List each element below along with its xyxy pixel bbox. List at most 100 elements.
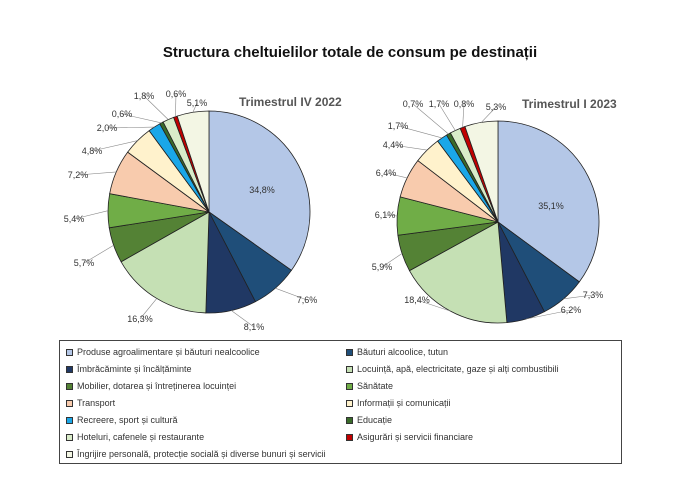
leader-line <box>83 245 114 264</box>
slice-value-label: 1,7% <box>429 99 450 109</box>
legend-label: Îmbrăcăminte și încălțăminte <box>77 364 192 374</box>
slice-value-label: 35,1% <box>538 201 564 211</box>
legend-item: Locuință, apă, electricitate, gaze și al… <box>346 363 559 375</box>
slice-value-label: 7,3% <box>583 290 604 300</box>
slice-value-label: 1,8% <box>134 91 155 101</box>
legend-item: Hoteluri, cafenele și restaurante <box>66 431 204 443</box>
legend-label: Mobilier, dotarea și întreținerea locuin… <box>77 381 237 391</box>
leader-line <box>139 298 158 320</box>
legend-label: Asigurări și servicii financiare <box>357 432 474 442</box>
legend-swatch <box>346 349 353 356</box>
slice-value-label: 4,4% <box>383 140 404 150</box>
legend-item: Mobilier, dotarea și întreținerea locuin… <box>66 380 236 392</box>
leader-line <box>77 171 117 176</box>
pie-chart-1: 34,8% 7,6% 8,1% 16,3% 5,7% 5,4% 7,2% 4,8% 2,0% 0,… <box>64 89 342 332</box>
legend-swatch <box>66 434 73 441</box>
legend-label: Transport <box>77 398 116 408</box>
slice-value-label: 6,4% <box>376 168 397 178</box>
legend-swatch <box>346 383 353 390</box>
legend-item: Transport <box>66 397 115 409</box>
legend-swatch <box>66 417 73 424</box>
leader-line <box>231 310 255 328</box>
legend-item: Asigurări și servicii financiare <box>346 431 473 443</box>
legend-swatch <box>346 400 353 407</box>
leader-line <box>175 93 177 117</box>
legend-swatch <box>346 366 353 373</box>
slice-value-label: 0,6% <box>166 89 187 99</box>
leader-line <box>563 294 594 300</box>
legend-label: Educație <box>357 415 393 425</box>
slice-value-label: 5,7% <box>74 258 95 268</box>
legend-swatch <box>346 434 353 441</box>
leader-line <box>397 125 443 139</box>
legend-label: Băuturi alcoolice, tutun <box>357 347 449 357</box>
slice-value-label: 7,2% <box>68 170 89 180</box>
leader-line <box>438 103 456 131</box>
leader-line <box>412 103 449 135</box>
leader-line <box>384 214 398 217</box>
slice-value-label: 4,8% <box>82 146 103 156</box>
pie-slice <box>208 110 311 271</box>
chart-title: Structura cheltuielilor totale de consum… <box>162 44 538 61</box>
legend-item: Informații și comunicații <box>346 397 451 409</box>
slice-value-label: 0,6% <box>112 109 133 119</box>
slice-value-label: 16,3% <box>127 314 153 324</box>
leader-line <box>275 287 308 301</box>
slice-value-label: 6,1% <box>375 210 396 220</box>
legend-swatch <box>346 417 353 424</box>
leader-line <box>381 253 403 268</box>
slice-value-label: 0,7% <box>403 99 424 109</box>
legend-item: Recreere, sport și cultură <box>66 414 178 426</box>
leader-line <box>121 113 162 124</box>
leader-line <box>73 210 109 220</box>
leader-line <box>192 102 198 113</box>
legend-item: Băuturi alcoolice, tutun <box>346 346 448 358</box>
legend: Produse agroalimentare și băuturi nealco… <box>59 340 622 464</box>
leader-line <box>143 95 169 120</box>
legend-swatch <box>66 366 73 373</box>
slice-value-label: 5,4% <box>64 214 85 224</box>
slice-value-label: 6,2% <box>561 305 582 315</box>
leader-line <box>385 172 408 179</box>
pie-title: Trimestrul I 2023 <box>522 97 617 111</box>
slice-value-label: 18,4% <box>404 295 430 305</box>
slice-value-label: 8,1% <box>244 322 265 332</box>
legend-swatch <box>66 383 73 390</box>
leader-line <box>526 309 572 320</box>
slice-value-label: 5,9% <box>372 262 393 272</box>
legend-label: Locuință, apă, electricitate, gaze și al… <box>357 364 559 374</box>
legend-item: Îmbrăcăminte și încălțăminte <box>66 363 192 375</box>
pie-slice <box>464 120 499 223</box>
slice-value-label: 5,3% <box>486 102 507 112</box>
legend-label: Hoteluri, cafenele și restaurante <box>77 432 205 442</box>
legend-item: Sănătate <box>346 380 393 392</box>
pie-title: Trimestrul IV 2022 <box>239 95 342 109</box>
slice-value-label: 0,8% <box>454 99 475 109</box>
slice-value-label: 5,1% <box>187 98 208 108</box>
pie-slice <box>120 211 210 314</box>
legend-swatch <box>66 451 73 458</box>
leader-line <box>106 126 155 129</box>
charts-canvas: 34,8% 7,6% 8,1% 16,3% 5,7% 5,4% 7,2% 4,8% 2,0% 0,… <box>64 89 617 332</box>
slice-value-label: 34,8% <box>249 185 275 195</box>
leader-line <box>481 106 497 123</box>
leader-line <box>416 299 451 312</box>
legend-item: Produse agroalimentare și băuturi nealco… <box>66 346 260 358</box>
legend-swatch <box>66 349 73 356</box>
legend-item: Educație <box>346 414 392 426</box>
leader-line <box>392 144 428 151</box>
leader-line <box>462 103 465 128</box>
slice-value-label: 7,6% <box>297 295 318 305</box>
slice-value-label: 2,0% <box>97 123 118 133</box>
legend-label: Recreere, sport și cultură <box>77 415 178 425</box>
slice-value-label: 1,7% <box>388 121 409 131</box>
leader-line <box>91 140 138 152</box>
legend-label: Informații și comunicații <box>357 398 451 408</box>
legend-swatch <box>66 400 73 407</box>
legend-label: Produse agroalimentare și băuturi nealco… <box>77 347 260 357</box>
pie-chart-2: 35,1% 7,3%6,2% 18,4% 5,9% 6,1% 6,4% 4,4% 1,7% 0,… <box>372 97 617 324</box>
pie-slice <box>497 120 600 283</box>
legend-label: Sănătate <box>357 381 394 391</box>
legend-item: Îngrijire personală, protecție socială ș… <box>66 448 326 460</box>
legend-label: Îngrijire personală, protecție socială ș… <box>77 449 326 459</box>
